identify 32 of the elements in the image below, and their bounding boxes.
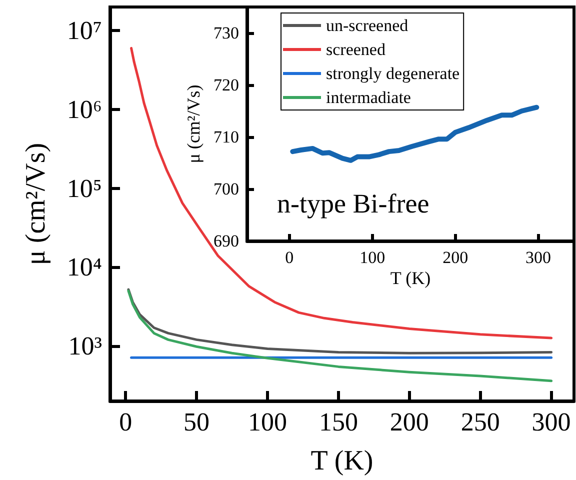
x-tick-label: 100: [248, 408, 288, 436]
x-tick-label: 200: [442, 248, 468, 267]
legend-label: un-screened: [326, 16, 409, 35]
line-series: [127, 288, 553, 354]
y-axis-title: μ (cm²/Vs): [20, 142, 52, 266]
line-series: [127, 290, 553, 382]
x-tick-label: 300: [532, 408, 571, 436]
x-axis-title: T (K): [310, 446, 374, 476]
y-tick-label: 710: [214, 128, 239, 146]
x-tick-label: 150: [318, 408, 358, 436]
y-tick-label: 10⁵: [66, 174, 102, 203]
y-tick-label: 700: [214, 180, 239, 198]
x-tick-label: 250: [460, 408, 500, 436]
legend-label: screened: [326, 40, 386, 59]
y-tick-label: 10³: [68, 331, 102, 360]
y-tick-label: 730: [214, 24, 239, 42]
legend-label: strongly degenerate: [326, 64, 460, 83]
x-tick-label: 0: [285, 248, 294, 267]
y-tick-label: 10⁴: [66, 252, 102, 282]
y-tick-label: 10⁶: [66, 95, 102, 124]
x-tick-label: 0: [119, 408, 132, 436]
x-tick-label: 300: [526, 248, 552, 267]
annotation: n-type Bi-free: [277, 188, 430, 218]
x-tick-label: 50: [184, 408, 210, 436]
legend-label: intermadiate: [326, 88, 411, 107]
y-tick-label: 10⁷: [66, 16, 102, 46]
y-axis-title: μ (cm²/Vs): [184, 84, 204, 164]
y-tick-label: 690: [214, 232, 239, 250]
x-tick-label: 200: [390, 408, 429, 436]
x-axis-title: T (K): [390, 268, 431, 288]
x-tick-label: 100: [360, 248, 386, 267]
y-tick-label: 720: [214, 76, 239, 94]
